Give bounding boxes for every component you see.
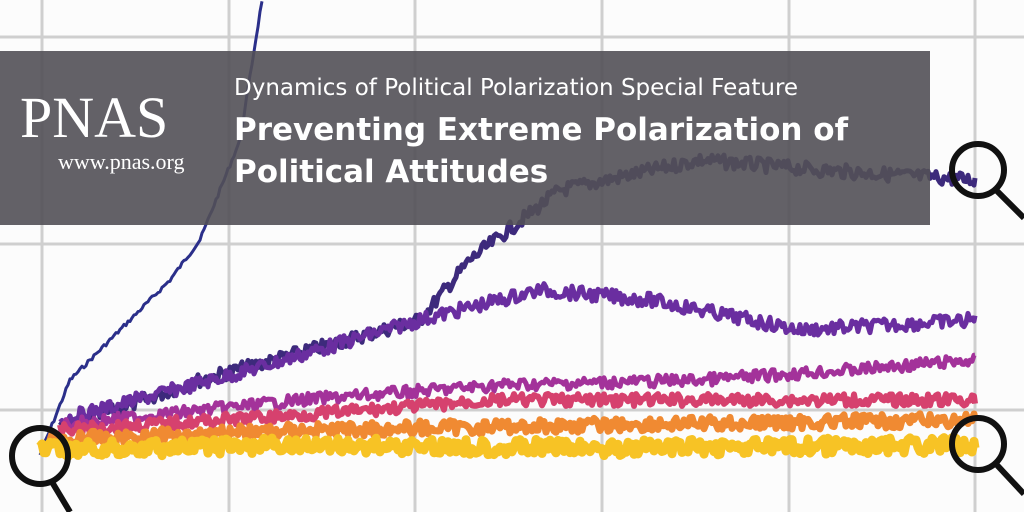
trajectory-line [58,352,977,433]
magnifier-icon-left [9,425,71,487]
title-banner: PNAS www.pnas.org Dynamics of Political … [0,51,930,225]
trajectory-line [58,281,978,427]
article-title: Preventing Extreme Polarization of Polit… [234,112,849,190]
logo-url: www.pnas.org [58,149,185,174]
magnifier-icon-bottom-right [949,415,1007,473]
feature-label: Dynamics of Political Polarization Speci… [234,75,799,101]
trajectory-line [46,410,979,450]
logo-wordmark: PNAS [20,85,169,150]
trajectory-lines [36,1,980,461]
heading-block: Dynamics of Political Polarization Speci… [234,71,914,193]
magnifier-icon-top-right [949,141,1007,199]
trajectory-line [36,433,980,461]
magnifier-icon-group [9,141,1024,512]
pnas-logo: PNAS www.pnas.org [20,89,220,175]
trajectory-line [57,391,978,438]
